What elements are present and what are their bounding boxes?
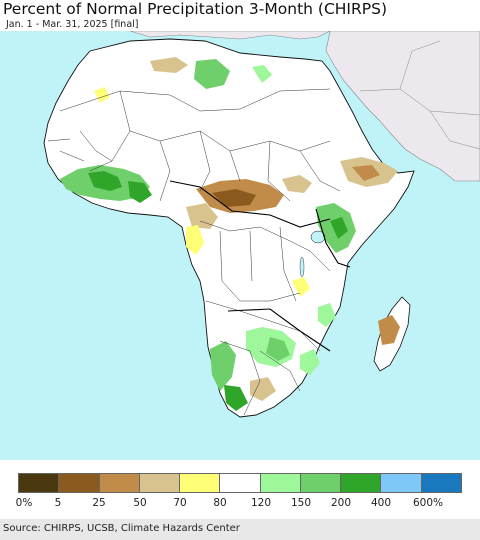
legend-label-7: 150 (290, 497, 312, 509)
dry-patches (94, 57, 400, 401)
footer-bar: Source: CHIRPS, UCSB, Climate Hazards Ce… (0, 519, 480, 540)
wet-patches (60, 59, 356, 411)
legend-label-3: 50 (133, 497, 147, 509)
legend-swatch-9 (381, 474, 422, 492)
color-legend (18, 473, 462, 493)
legend-swatch-8 (341, 474, 382, 492)
legend-label-6: 120 (250, 497, 272, 509)
map-title: Percent of Normal Precipitation 3-Month … (3, 0, 387, 18)
legend-swatch-2 (99, 474, 140, 492)
legend-label-4: 70 (173, 497, 187, 509)
legend-label-8: 200 (330, 497, 352, 509)
legend-label-2: 25 (92, 497, 106, 509)
legend-label-1: 5 (54, 497, 62, 509)
legend-label-5: 80 (213, 497, 227, 509)
arabian-peninsula (325, 31, 480, 182)
precipitation-map (0, 31, 480, 460)
legend-label-10: 600% (412, 497, 444, 509)
legend-swatch-4 (180, 474, 221, 492)
legend-label-0: 0% (15, 497, 33, 509)
country-borders (47, 88, 341, 416)
legend-swatch-3 (139, 474, 181, 492)
lake-tanganyika (299, 256, 305, 278)
legend-swatch-10 (421, 474, 461, 492)
legend-tick-labels: 0% 5 25 50 70 80 120 150 200 400 600% (0, 497, 480, 511)
source-credit: Source: CHIRPS, UCSB, Climate Hazards Ce… (3, 523, 240, 534)
legend-swatch-7 (300, 474, 342, 492)
legend-label-9: 400 (370, 497, 392, 509)
lake-victoria (310, 230, 326, 244)
arabia-borders (359, 40, 480, 150)
legend-swatch-1 (59, 474, 100, 492)
region-borders (169, 180, 351, 352)
legend-swatch-5 (220, 474, 261, 492)
map-subtitle: Jan. 1 - Mar. 31, 2025 [final] (6, 19, 139, 30)
europe-edge (129, 31, 331, 40)
legend-swatch-0 (19, 474, 60, 492)
legend-swatch-6 (260, 474, 301, 492)
